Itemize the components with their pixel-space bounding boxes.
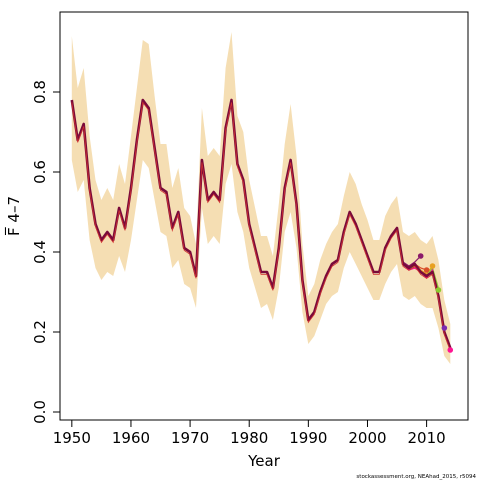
y-tick-label-0.0: 0.0 bbox=[31, 400, 49, 424]
x-tick-label-2010: 2010 bbox=[408, 429, 446, 447]
y-axis-title: F̅ 4–7 bbox=[4, 196, 23, 236]
x-tick-label-1990: 1990 bbox=[289, 429, 327, 447]
y-tick-label-0.6: 0.6 bbox=[31, 160, 49, 184]
retro-endpoint-4 bbox=[435, 287, 442, 293]
x-axis-title: Year bbox=[247, 452, 281, 470]
series-line-layer bbox=[70, 98, 452, 351]
x-tick-label-2000: 2000 bbox=[348, 429, 386, 447]
y-axis: 0.0 0.2 0.4 0.6 0.8 bbox=[31, 80, 60, 424]
x-tick-label-1970: 1970 bbox=[171, 429, 209, 447]
x-tick-label-1980: 1980 bbox=[230, 429, 268, 447]
main-estimate-inner-line bbox=[71, 101, 451, 351]
retro-endpoint-2 bbox=[423, 267, 430, 273]
retro-endpoint-6 bbox=[447, 347, 454, 353]
y-tick-label-0.2: 0.2 bbox=[31, 320, 49, 344]
retro-endpoint-5 bbox=[441, 325, 448, 331]
x-tick-label-1960: 1960 bbox=[112, 429, 150, 447]
plot-frame bbox=[59, 11, 469, 421]
endpoint-layer bbox=[417, 253, 454, 353]
retro-endpoint-1 bbox=[417, 253, 424, 259]
confidence-band-layer bbox=[71, 32, 451, 364]
x-tick-label-1950: 1950 bbox=[53, 429, 91, 447]
confidence-band bbox=[71, 32, 451, 364]
y-tick-label-0.4: 0.4 bbox=[31, 240, 49, 264]
x-axis: 1950 1960 1970 1980 1990 2000 2010 bbox=[53, 420, 446, 447]
retro-endpoint-3 bbox=[429, 263, 436, 269]
y-tick-label-0.8: 0.8 bbox=[31, 80, 49, 104]
footer-credit: stockassessment.org, NEAhad_2015, r5094 bbox=[356, 474, 476, 480]
